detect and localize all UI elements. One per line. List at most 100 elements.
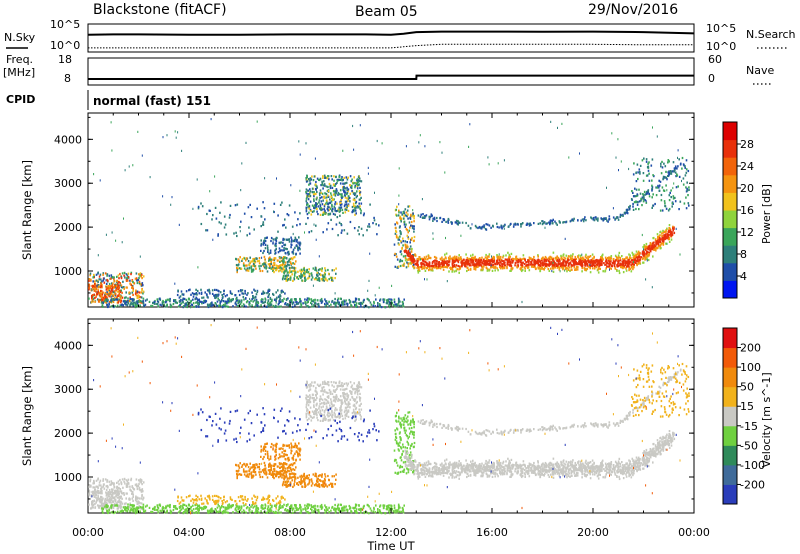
power-scatter-point (431, 214, 433, 217)
power-scatter-point (245, 301, 248, 304)
power-scatter-point (262, 292, 265, 295)
power-scatter-point (305, 206, 308, 209)
power-scatter-point (127, 299, 129, 303)
power-scatter-point (124, 300, 127, 303)
power-scatter-point (417, 269, 419, 272)
power-scatter-point (277, 259, 279, 262)
power-scatter-point (651, 286, 653, 289)
power-scatter-point (516, 261, 518, 264)
power-scatter-point (442, 258, 444, 261)
power-scatter-point (378, 286, 380, 289)
power-scatter-point (113, 290, 116, 293)
power-scatter-point (294, 270, 297, 273)
power-scatter-point (181, 299, 184, 302)
velocity-scatter-point (97, 490, 100, 493)
power-scatter-point (110, 292, 113, 296)
power-scatter-point (324, 276, 326, 279)
power-scatter-point (560, 257, 562, 260)
power-scatter-point (460, 234, 462, 237)
power-scatter-point (497, 257, 500, 260)
power-scatter-point (142, 297, 145, 300)
power-scatter-point (625, 265, 628, 268)
power-scatter-point (530, 260, 533, 264)
power-scatter-point (674, 171, 677, 174)
power-scatter-point (528, 261, 530, 264)
power-scatter-point (409, 252, 411, 256)
power-scatter-point (640, 197, 642, 200)
power-scatter-point (265, 264, 267, 267)
power-scatter-point (411, 258, 414, 261)
velocity-scatter-point (118, 495, 121, 498)
power-scatter-point (223, 226, 226, 229)
power-scatter-point (593, 219, 596, 222)
noise-right-bottom-tick: 10^0 (706, 40, 736, 53)
power-scatter-point (503, 264, 506, 267)
power-scatter-point (215, 303, 218, 306)
power-scatter-point (195, 296, 197, 299)
noise-right-top-tick: 10^5 (706, 22, 736, 35)
power-scatter-point (684, 165, 686, 168)
power-scatter-point (303, 273, 305, 277)
power-scatter-point (663, 200, 666, 203)
power-scatter-point (466, 256, 469, 260)
power-scatter-point (554, 266, 556, 269)
power-scatter-point (598, 261, 601, 264)
power-scatter-point (313, 210, 315, 213)
power-scatter-point (626, 260, 629, 263)
power-scatter-point (276, 264, 278, 268)
power-scatter-point (407, 258, 409, 261)
power-scatter-point (288, 204, 291, 207)
power-scatter-point (264, 261, 267, 264)
velocity-scatter-point (121, 502, 124, 505)
power-scatter-point (454, 256, 456, 259)
power-scatter-point (243, 298, 245, 301)
velocity-scatter-point (127, 478, 130, 481)
power-scatter-point (316, 210, 318, 213)
power-scatter-point (410, 254, 412, 257)
power-scatter-point (114, 305, 117, 308)
power-scatter-point (283, 244, 285, 247)
power-scatter-point (227, 298, 229, 301)
power-scatter-point (239, 226, 241, 229)
power-scatter-point (414, 253, 416, 256)
power-scatter-point (321, 196, 323, 199)
power-scatter-point (393, 243, 396, 246)
power-scatter-point (353, 193, 356, 196)
power-scatter-point (319, 189, 322, 192)
power-scatter-point (102, 296, 105, 299)
power-scatter-point (299, 212, 301, 215)
velocity-scatter-point (113, 496, 116, 499)
power-scatter-point (359, 193, 361, 196)
velocity-scatter-point (138, 497, 141, 500)
power-scatter-point (595, 266, 598, 269)
power-scatter-point (196, 301, 198, 304)
power-scatter-point (317, 213, 319, 216)
power-scatter-point (649, 247, 651, 250)
power-scatter-point (237, 300, 240, 303)
power-scatter-point (662, 243, 665, 246)
power-scatter-point (224, 223, 227, 226)
power-scatter-point (296, 245, 299, 248)
velocity-scatter-point (136, 496, 139, 499)
velocity-scatter-point (132, 495, 134, 498)
power-scatter-point (252, 263, 255, 266)
power-scatter-point (291, 251, 294, 254)
power-scatter-point (197, 207, 200, 210)
power-scatter-point (312, 179, 315, 182)
power-scatter-point (368, 306, 370, 309)
power-scatter-point (632, 195, 635, 198)
power-scatter-point (416, 261, 418, 264)
power-scatter-point (339, 178, 341, 181)
power-scatter-point (118, 281, 120, 284)
power-scatter-point (567, 268, 570, 271)
velocity-scatter-point (142, 481, 145, 484)
power-scatter-point (400, 253, 403, 256)
power-scatter-point (498, 226, 500, 229)
power-scatter-point (627, 261, 629, 264)
power-scatter-point (324, 209, 326, 212)
power-scatter-point (200, 222, 203, 226)
power-scatter-point (113, 280, 116, 283)
velocity-scatter-point (140, 479, 143, 482)
power-scatter-point (520, 260, 522, 263)
